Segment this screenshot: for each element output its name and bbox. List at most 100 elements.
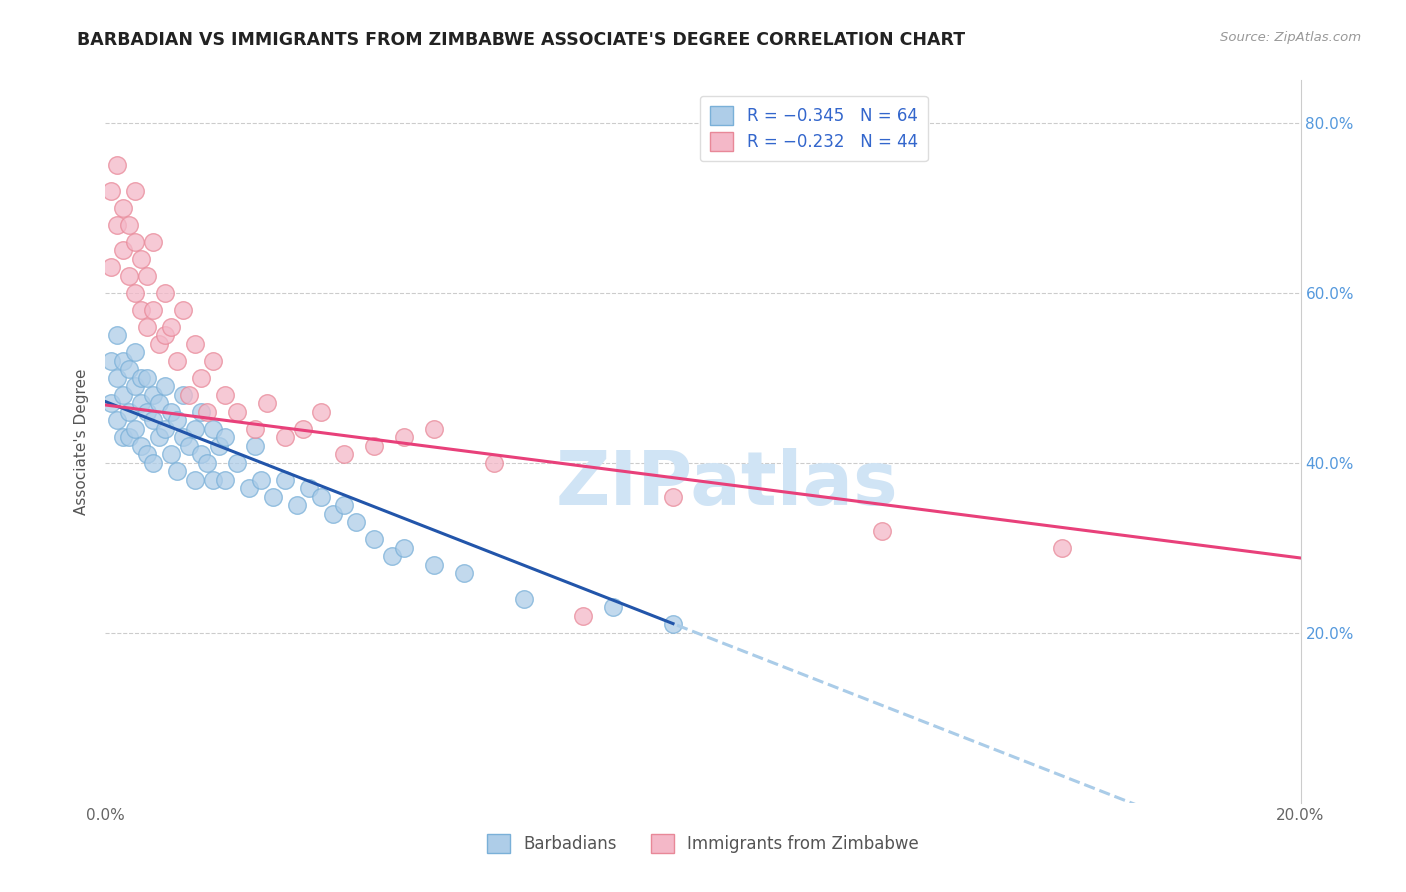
- Point: [190, 405, 212, 419]
- Point: [124, 235, 146, 249]
- Point: [214, 388, 236, 402]
- Point: [184, 473, 207, 487]
- Point: [148, 396, 170, 410]
- Point: [136, 319, 159, 334]
- Point: [291, 422, 314, 436]
- Point: [148, 336, 170, 351]
- Point: [118, 218, 141, 232]
- Point: [423, 558, 446, 572]
- Point: [872, 524, 894, 538]
- Point: [195, 405, 218, 419]
- Point: [225, 456, 249, 470]
- Text: BARBADIAN VS IMMIGRANTS FROM ZIMBABWE ASSOCIATE'S DEGREE CORRELATION CHART: BARBADIAN VS IMMIGRANTS FROM ZIMBABWE AS…: [77, 31, 966, 49]
- Point: [107, 371, 129, 385]
- Point: [177, 388, 201, 402]
- Point: [129, 252, 153, 266]
- Point: [513, 591, 536, 606]
- Point: [346, 516, 368, 530]
- Point: [107, 328, 129, 343]
- Point: [363, 533, 385, 547]
- Point: [155, 422, 177, 436]
- Point: [172, 430, 194, 444]
- Point: [394, 430, 416, 444]
- Point: [214, 430, 236, 444]
- Point: [202, 422, 225, 436]
- Point: [250, 473, 273, 487]
- Point: [423, 422, 446, 436]
- Point: [100, 396, 122, 410]
- Point: [273, 430, 295, 444]
- Point: [124, 345, 146, 359]
- Point: [184, 336, 207, 351]
- Point: [142, 413, 165, 427]
- Point: [172, 302, 194, 317]
- Point: [142, 456, 165, 470]
- Point: [394, 541, 416, 555]
- Point: [160, 447, 183, 461]
- Point: [112, 430, 135, 444]
- Point: [572, 608, 595, 623]
- Point: [118, 405, 141, 419]
- Point: [190, 371, 212, 385]
- Point: [118, 362, 141, 376]
- Point: [602, 600, 624, 615]
- Point: [225, 405, 249, 419]
- Point: [129, 302, 153, 317]
- Point: [195, 456, 218, 470]
- Point: [124, 285, 146, 300]
- Point: [155, 285, 177, 300]
- Point: [129, 396, 153, 410]
- Point: [166, 413, 188, 427]
- Point: [107, 413, 129, 427]
- Point: [142, 235, 165, 249]
- Point: [662, 490, 685, 504]
- Point: [177, 439, 201, 453]
- Point: [243, 422, 266, 436]
- Point: [298, 481, 321, 495]
- Point: [1050, 541, 1073, 555]
- Point: [100, 260, 122, 275]
- Point: [155, 328, 177, 343]
- Point: [262, 490, 284, 504]
- Point: [184, 422, 207, 436]
- Text: Source: ZipAtlas.com: Source: ZipAtlas.com: [1220, 31, 1361, 45]
- Point: [142, 388, 165, 402]
- Point: [172, 388, 194, 402]
- Point: [107, 158, 129, 172]
- Point: [202, 353, 225, 368]
- Point: [118, 268, 141, 283]
- Point: [160, 405, 183, 419]
- Point: [333, 447, 356, 461]
- Point: [136, 268, 159, 283]
- Point: [285, 498, 308, 512]
- Point: [166, 464, 188, 478]
- Point: [142, 302, 165, 317]
- Point: [256, 396, 278, 410]
- Point: [136, 405, 159, 419]
- Point: [129, 439, 153, 453]
- Point: [112, 353, 135, 368]
- Point: [238, 481, 260, 495]
- Point: [100, 353, 122, 368]
- Point: [124, 379, 146, 393]
- Point: [136, 447, 159, 461]
- Point: [124, 184, 146, 198]
- Point: [453, 566, 475, 581]
- Point: [112, 388, 135, 402]
- Point: [160, 319, 183, 334]
- Point: [100, 184, 122, 198]
- Point: [321, 507, 344, 521]
- Point: [148, 430, 170, 444]
- Point: [309, 405, 332, 419]
- Point: [190, 447, 212, 461]
- Point: [333, 498, 356, 512]
- Point: [482, 456, 505, 470]
- Point: [214, 473, 236, 487]
- Point: [166, 353, 188, 368]
- Y-axis label: Associate's Degree: Associate's Degree: [75, 368, 90, 515]
- Point: [208, 439, 231, 453]
- Point: [363, 439, 385, 453]
- Point: [243, 439, 266, 453]
- Text: ZIPatlas: ZIPatlas: [555, 449, 898, 522]
- Point: [129, 371, 153, 385]
